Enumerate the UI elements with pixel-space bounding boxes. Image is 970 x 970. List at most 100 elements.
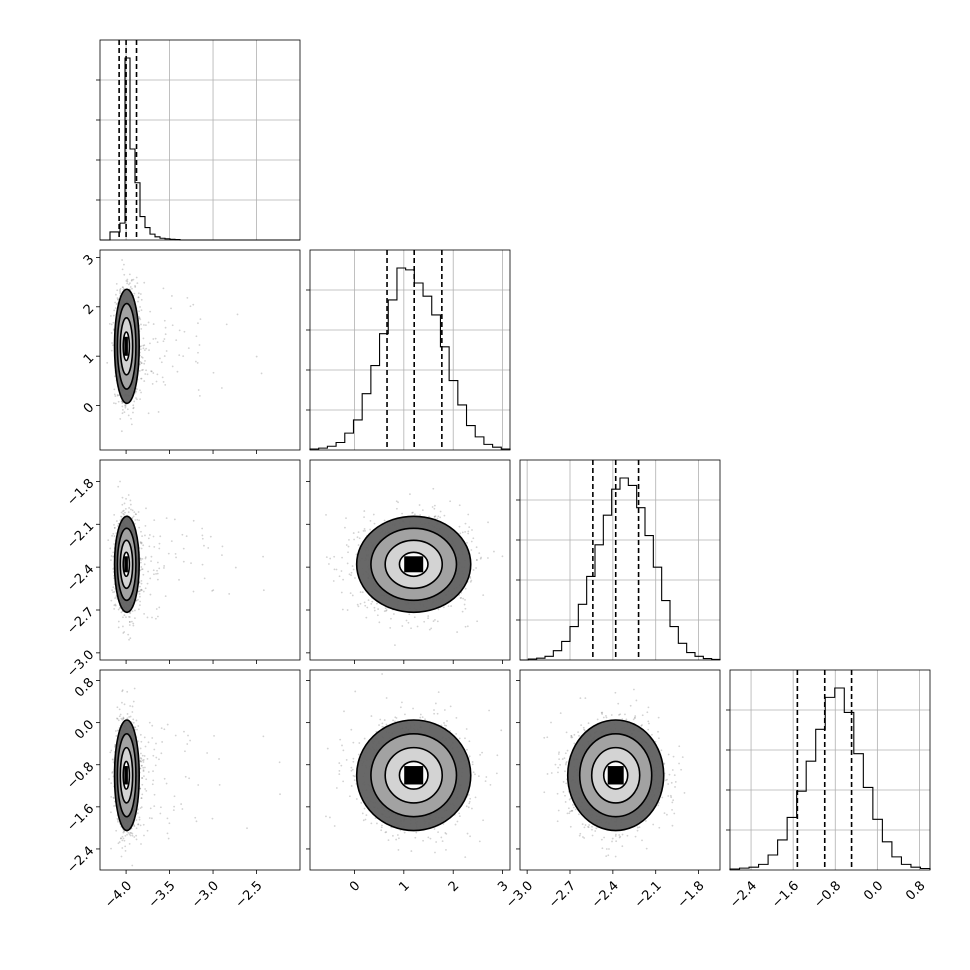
scatter-point — [153, 545, 156, 548]
scatter-point — [467, 513, 470, 516]
hist2d-panel-0-3 — [96, 669, 301, 874]
scatter-point — [139, 760, 142, 763]
scatter-point — [433, 515, 436, 518]
scatter-point — [153, 519, 156, 522]
scatter-point — [120, 430, 123, 433]
scatter-point — [111, 589, 113, 592]
scatter-point — [106, 361, 109, 364]
scatter-point — [112, 551, 115, 554]
scatter-point — [152, 779, 155, 782]
scatter-point — [461, 610, 464, 613]
hist2d-panel-0-1 — [96, 242, 301, 454]
scatter-point — [183, 330, 186, 333]
scatter-point — [129, 503, 132, 506]
scatter-point — [351, 594, 354, 597]
scatter-point — [141, 356, 144, 359]
scatter-point — [201, 527, 204, 530]
scatter-point — [138, 310, 141, 313]
scatter-point — [220, 387, 223, 389]
scatter-point — [117, 719, 120, 722]
scatter-point — [129, 499, 132, 502]
scatter-point — [350, 574, 352, 577]
scatter-point — [121, 412, 124, 415]
scatter-point — [139, 542, 142, 544]
scatter-point — [145, 369, 148, 372]
scatter-point — [134, 519, 137, 521]
scatter-point — [151, 383, 154, 385]
scatter-point — [385, 609, 388, 611]
scatter-point — [467, 530, 470, 533]
scatter-point — [363, 601, 366, 604]
scatter-point — [165, 782, 168, 785]
scatter-point — [138, 590, 140, 593]
scatter-point — [162, 340, 165, 343]
scatter-point — [128, 242, 130, 244]
scatter-point — [487, 521, 489, 524]
scatter-point — [124, 507, 127, 510]
scatter-point — [122, 512, 125, 515]
scatter-point — [413, 513, 416, 516]
scatter-point — [113, 535, 116, 537]
scatter-point — [119, 287, 122, 290]
scatter-point — [139, 541, 142, 543]
scatter-point — [129, 282, 131, 285]
scatter-point — [112, 586, 115, 589]
scatter-point — [148, 349, 150, 352]
scatter-point — [152, 535, 155, 538]
scatter-point — [153, 748, 156, 751]
scatter-point — [148, 534, 151, 536]
scatter-point — [162, 287, 165, 290]
scatter-point — [421, 509, 424, 512]
scatter-point — [141, 754, 144, 757]
scatter-point — [262, 589, 265, 592]
scatter-point — [262, 555, 264, 558]
scatter-point — [373, 609, 376, 612]
histogram-panel-0 — [96, 39, 301, 241]
scatter-point — [359, 591, 362, 593]
scatter-point — [120, 611, 123, 614]
contour-line — [122, 331, 131, 362]
scatter-point — [142, 761, 145, 763]
scatter-point — [358, 537, 361, 540]
scatter-point — [423, 620, 426, 623]
scatter-point — [137, 296, 140, 299]
scatter-point — [139, 348, 142, 351]
scatter-point — [112, 328, 115, 331]
scatter-point — [132, 407, 135, 410]
scatter-point — [132, 278, 135, 281]
scatter-point — [127, 494, 130, 496]
scatter-point — [364, 529, 366, 532]
scatter-point — [153, 573, 155, 576]
scatter-point — [478, 552, 481, 555]
scatter-point — [395, 500, 398, 503]
scatter-point — [154, 617, 157, 620]
scatter-point — [125, 279, 128, 282]
scatter-point — [123, 502, 126, 505]
scatter-point — [164, 333, 167, 336]
scatter-point — [407, 621, 410, 624]
scatter-point — [135, 599, 138, 602]
histogram-step-line — [520, 477, 721, 661]
scatter-point — [120, 400, 123, 403]
scatter-point — [150, 370, 153, 373]
scatter-point — [356, 536, 359, 539]
scatter-point — [195, 335, 198, 338]
scatter-point — [373, 606, 376, 609]
contour-line — [119, 539, 134, 590]
scatter-point — [148, 545, 151, 548]
scatter-point — [128, 621, 131, 623]
scatter-point — [128, 615, 130, 618]
scatter-point — [137, 315, 140, 318]
scatter-point — [376, 602, 378, 605]
scatter-point — [142, 823, 145, 826]
scatter-point — [146, 373, 149, 376]
scatter-point — [151, 616, 153, 619]
scatter-point — [449, 500, 452, 503]
scatter-point — [159, 357, 161, 360]
scatter-point — [137, 823, 140, 826]
scatter-point — [341, 608, 344, 611]
scatter-point — [184, 775, 187, 778]
scatter-point — [437, 608, 440, 611]
scatter-point — [154, 337, 157, 340]
scatter-point — [143, 349, 146, 352]
